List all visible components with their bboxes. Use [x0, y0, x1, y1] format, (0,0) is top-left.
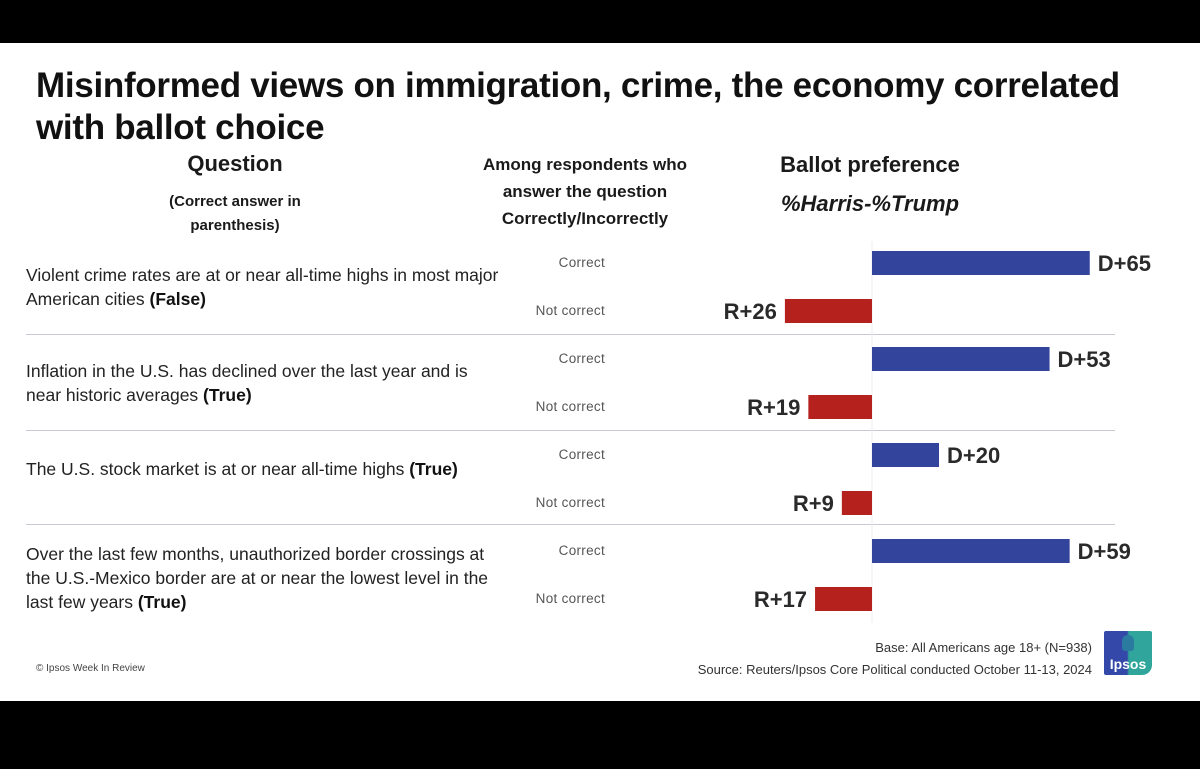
bar-not-correct-2: [808, 395, 872, 419]
ballot-preference-chart: D+65 R+26 D+53 R+19 D+20 R+9 D+59 R+17: [724, 241, 1151, 623]
response-label-not-correct: Not correct: [535, 303, 605, 318]
correct-answer: (True): [203, 385, 252, 405]
data-label-correct-1: D+65: [1098, 251, 1151, 276]
data-label-correct-2: D+53: [1058, 347, 1111, 372]
bar-correct-1: [872, 251, 1090, 275]
response-label-not-correct: Not correct: [535, 591, 605, 606]
data-label-correct-4: D+59: [1078, 539, 1131, 564]
response-label-not-correct: Not correct: [535, 399, 605, 414]
ipsos-logo: Ipsos: [1104, 631, 1152, 675]
question-1: Violent crime rates are at or near all-t…: [26, 263, 506, 311]
question-2: Inflation in the U.S. has declined over …: [26, 359, 506, 407]
bar-correct-2: [872, 347, 1050, 371]
logo-text: Ipsos: [1109, 656, 1147, 672]
response-label-correct: Correct: [558, 255, 605, 270]
data-label-correct-3: D+20: [947, 443, 1000, 468]
row-divider: [26, 334, 1115, 335]
question-text: Inflation in the U.S. has declined over …: [26, 361, 468, 405]
question-4: Over the last few months, unauthorized b…: [26, 542, 501, 614]
correct-answer: (False): [149, 289, 206, 309]
data-label-not-correct-3: R+9: [793, 491, 834, 516]
source-note: Source: Reuters/Ipsos Core Political con…: [697, 662, 1092, 677]
question-3: The U.S. stock market is at or near all-…: [26, 457, 466, 481]
response-label-correct: Correct: [558, 351, 605, 366]
bar-not-correct-3: [841, 491, 872, 515]
copyright-note: © Ipsos Week In Review: [36, 663, 145, 674]
response-label-correct: Correct: [558, 543, 605, 558]
bar-correct-4: [872, 539, 1070, 563]
row-divider: [26, 524, 1115, 525]
question-column-header: Question: [187, 151, 283, 176]
data-label-not-correct-2: R+19: [747, 395, 800, 420]
row-divider: [26, 430, 1115, 431]
question-column-subheader: (Correct answer in parenthesis): [169, 193, 301, 234]
ballot-column-header: Ballot preference: [780, 152, 960, 177]
response-label-not-correct: Not correct: [535, 495, 605, 510]
respondents-column-header: Among respondents who answer the questio…: [483, 155, 687, 228]
bar-not-correct-1: [784, 299, 872, 323]
bar-correct-3: [872, 443, 939, 467]
chart-slide: Misinformed views on immigration, crime,…: [0, 43, 1200, 701]
ballot-column-subheader: %Harris-%Trump: [780, 191, 960, 216]
question-text: The U.S. stock market is at or near all-…: [26, 459, 410, 479]
response-label-correct: Correct: [558, 447, 605, 462]
question-text: Over the last few months, unauthorized b…: [26, 544, 489, 612]
correct-answer: (True): [137, 592, 187, 612]
question-text: Violent crime rates are at or near all-t…: [26, 265, 499, 309]
data-label-not-correct-1: R+26: [724, 299, 777, 324]
correct-answer: (True): [409, 459, 458, 479]
base-note: Base: All Americans age 18+ (N=938): [875, 640, 1092, 655]
logo-head-icon: [1122, 635, 1134, 651]
data-label-not-correct-4: R+17: [754, 587, 807, 612]
bar-not-correct-4: [815, 587, 872, 611]
chart-title: Misinformed views on immigration, crime,…: [36, 66, 1120, 147]
